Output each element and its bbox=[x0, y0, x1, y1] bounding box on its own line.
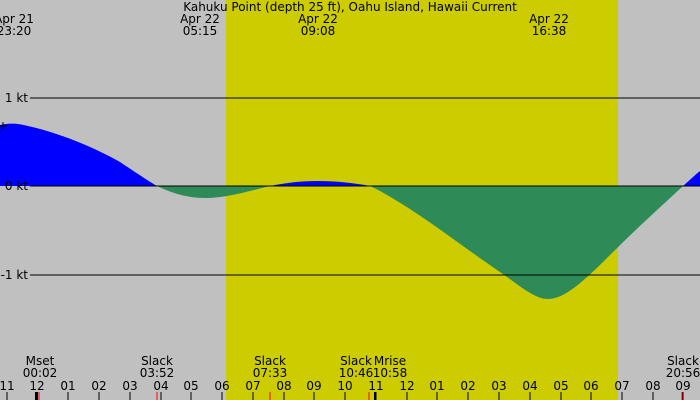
chart-title: Kahuku Point (depth 25 ft), Oahu Island,… bbox=[183, 0, 517, 14]
flood-area bbox=[0, 123, 157, 186]
event-label: Slack 20:56 bbox=[665, 354, 700, 380]
top-time-label: Apr 22 16:38 bbox=[529, 12, 569, 38]
event-label: Mrise 10:58 bbox=[372, 354, 408, 380]
y-tick-label: 0 kt bbox=[4, 179, 28, 193]
event-label: Mset 00:02 bbox=[22, 354, 58, 380]
event-label: Slack 07:33 bbox=[252, 354, 288, 380]
event-markers bbox=[38, 392, 683, 400]
flood-area bbox=[270, 181, 370, 186]
moonrise-marker bbox=[374, 392, 376, 400]
y-tick-label: 1 kt bbox=[4, 91, 28, 105]
ebb-area bbox=[157, 186, 270, 198]
event-label: Slack 03:52 bbox=[139, 354, 175, 380]
y-tick-label: -1 kt bbox=[0, 268, 28, 282]
top-time-label: Apr 22 09:08 bbox=[298, 12, 338, 38]
flood-area bbox=[683, 171, 700, 186]
ebb-area bbox=[370, 186, 683, 299]
moonset-marker bbox=[35, 392, 38, 400]
event-label: Slack 10:46 bbox=[338, 354, 374, 380]
top-time-label: Apr 22 05:15 bbox=[180, 12, 220, 38]
